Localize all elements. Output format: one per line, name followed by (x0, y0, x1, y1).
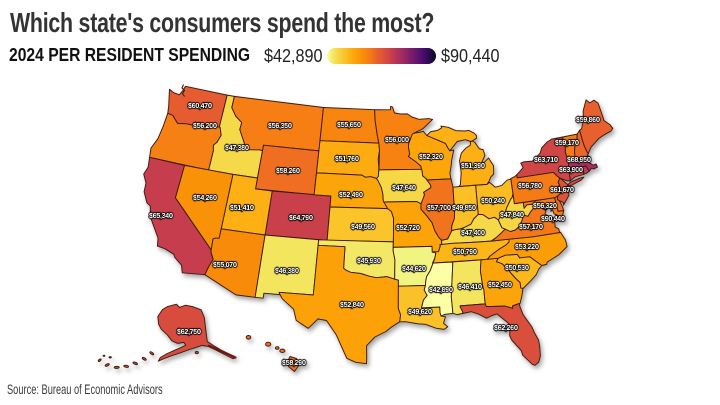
svg-text:$47,840: $47,840 (500, 210, 524, 219)
svg-text:$50,790: $50,790 (453, 247, 477, 256)
svg-text:$63,710: $63,710 (534, 155, 558, 164)
svg-text:$62,260: $62,260 (494, 323, 518, 332)
svg-text:$56,000: $56,000 (385, 135, 409, 144)
svg-text:$42,890: $42,890 (429, 285, 453, 294)
svg-text:$58,260: $58,260 (276, 166, 300, 175)
svg-text:$47,380: $47,380 (225, 143, 249, 152)
svg-text:$53,220: $53,220 (515, 242, 539, 251)
svg-text:$60,470: $60,470 (188, 101, 212, 110)
svg-text:$51,760: $51,760 (335, 154, 359, 163)
svg-text:$50,240: $50,240 (481, 196, 505, 205)
svg-text:$46,380: $46,380 (275, 266, 299, 275)
svg-text:$59,170: $59,170 (555, 138, 579, 147)
svg-text:$49,560: $49,560 (351, 222, 375, 231)
svg-text:$52,490: $52,490 (339, 190, 363, 199)
svg-text:$52,320: $52,320 (419, 152, 443, 161)
svg-text:$47,640: $47,640 (392, 183, 416, 192)
svg-text:$56,780: $56,780 (518, 181, 542, 190)
svg-text:$49,620: $49,620 (408, 307, 432, 316)
svg-text:$61,670: $61,670 (550, 185, 574, 194)
svg-text:$55,650: $55,650 (337, 120, 361, 129)
svg-text:$68,950: $68,950 (567, 155, 591, 164)
svg-text:$51,390: $51,390 (461, 161, 485, 170)
svg-text:$57,170: $57,170 (519, 222, 543, 231)
svg-text:$47,400: $47,400 (461, 228, 485, 237)
svg-text:$56,200: $56,200 (193, 121, 217, 130)
svg-text:$56,350: $56,350 (268, 121, 292, 130)
svg-text:$56,320: $56,320 (533, 201, 557, 210)
svg-text:$44,620: $44,620 (402, 264, 426, 273)
svg-text:$49,850: $49,850 (452, 203, 476, 212)
svg-text:$58,290: $58,290 (282, 358, 306, 367)
svg-text:$63,900: $63,900 (559, 165, 583, 174)
svg-text:$52,720: $52,720 (396, 223, 420, 232)
svg-text:$51,410: $51,410 (230, 203, 254, 212)
svg-text:$52,840: $52,840 (340, 300, 364, 309)
svg-text:$46,410: $46,410 (458, 282, 482, 291)
svg-text:$45,930: $45,930 (357, 256, 381, 265)
svg-text:$57,700: $57,700 (427, 203, 451, 212)
svg-text:$50,530: $50,530 (505, 263, 529, 272)
svg-text:$52,450: $52,450 (488, 280, 512, 289)
svg-text:$62,750: $62,750 (177, 327, 201, 336)
svg-text:$90,440: $90,440 (541, 214, 565, 223)
svg-text:$64,790: $64,790 (289, 213, 313, 222)
svg-text:$55,070: $55,070 (213, 260, 237, 269)
svg-text:$54,260: $54,260 (193, 193, 217, 202)
svg-text:$59,860: $59,860 (576, 115, 600, 124)
svg-text:$65,340: $65,340 (149, 211, 173, 220)
